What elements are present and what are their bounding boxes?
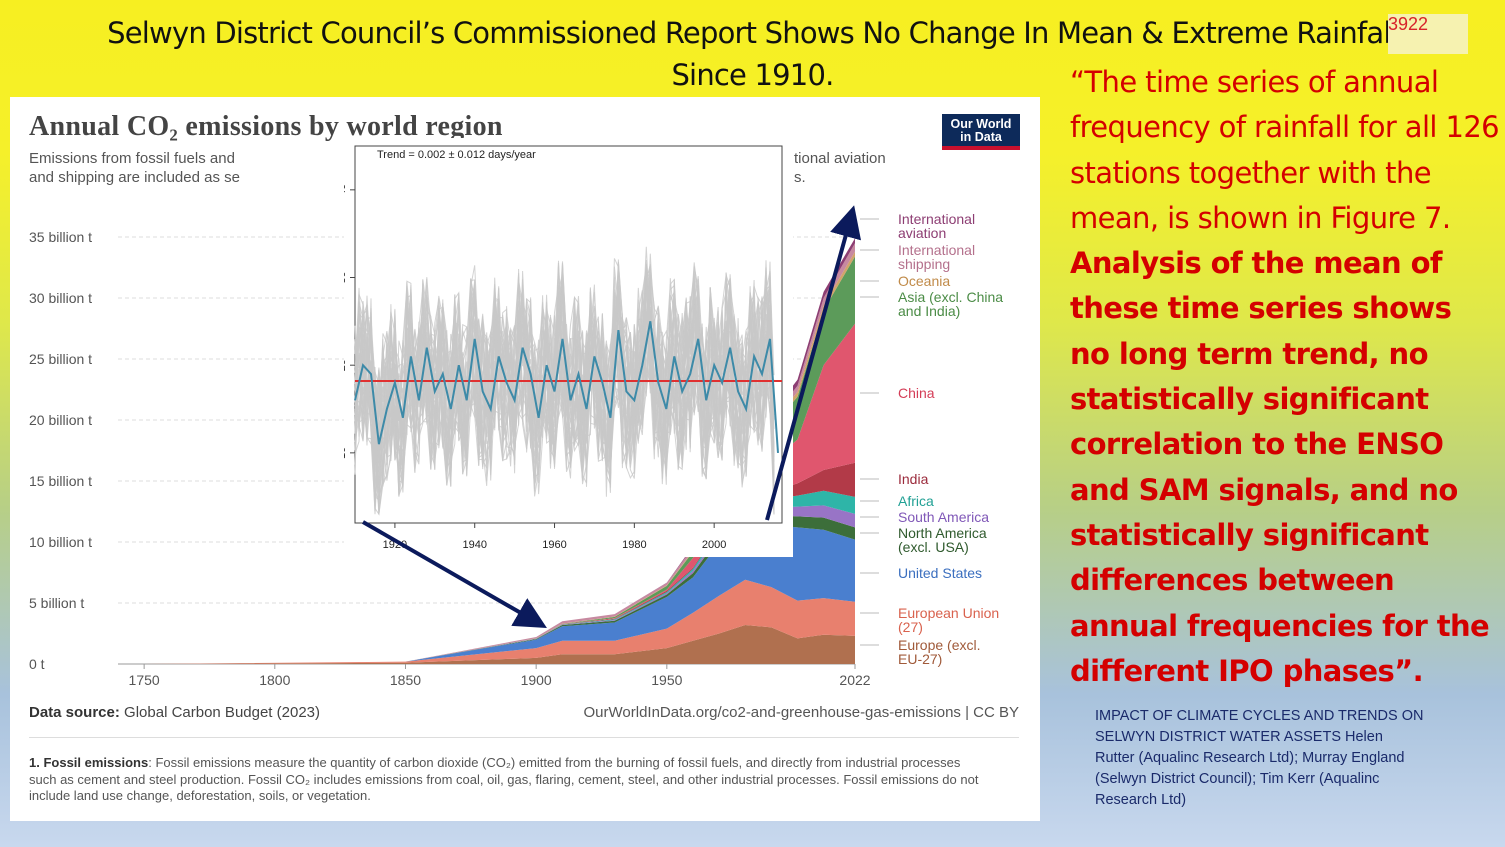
legend-label: Africa <box>898 493 934 509</box>
legend-label-line: India <box>898 471 929 487</box>
station-series-line <box>354 262 775 515</box>
legend-label-line: European Union <box>898 605 999 621</box>
legend-label: North America (excl. USA) <box>898 525 987 555</box>
y-tick-label: 10 billion t <box>29 534 92 550</box>
x-tick-label: 1750 <box>129 672 160 688</box>
divider <box>29 737 1019 738</box>
trend-annotation: Trend = 0.002 ± 0.012 days/year <box>377 149 536 161</box>
legend-label: China <box>898 385 935 401</box>
owid-subtitle-right: tional aviation s. <box>794 149 886 187</box>
legend-label-line: (excl. USA) <box>898 539 969 555</box>
legend-label: European Union (27) <box>898 605 999 635</box>
y-tick-label: 25 billion t <box>29 351 92 367</box>
slide-title-line2: Since 1910. <box>671 58 834 92</box>
x-tick-label: 1800 <box>259 672 290 688</box>
x-tick-label: 1900 <box>521 672 552 688</box>
legend-label-line: aviation <box>898 225 946 241</box>
legend-label: International shipping <box>898 242 975 272</box>
data-source: Data source: Global Carbon Budget (2023) <box>29 704 320 721</box>
x-tick-label: 1980 <box>622 539 646 551</box>
x-tick-label: 1950 <box>651 672 682 688</box>
area-series <box>144 323 856 664</box>
owid-subtitle-right-1: tional aviation <box>794 150 886 167</box>
x-tick-label: 1940 <box>462 539 486 551</box>
legend-label-line: United States <box>898 565 982 581</box>
legend-label-line: and India) <box>898 303 960 319</box>
legend-label-line: EU-27) <box>898 651 942 667</box>
quote-plain: “The time series of annual frequency of … <box>1070 65 1500 235</box>
y-tick-label: 5 billion t <box>29 595 84 611</box>
area-series <box>144 579 856 664</box>
legend-label-line: Europe (excl. <box>898 637 980 653</box>
y-tick-label: 30 billion t <box>29 290 92 306</box>
footnote: 1. Fossil emissions: Fossil emissions me… <box>29 755 989 805</box>
owid-chart-subtitle: Emissions from fossil fuels and and ship… <box>29 149 909 187</box>
legend-label-line: Asia (excl. China <box>898 289 1003 305</box>
owid-subtitle-left: Emissions from fossil fuels and and ship… <box>29 150 240 186</box>
x-tick-label: 1850 <box>390 672 421 688</box>
data-source-label: Data source: <box>29 704 120 721</box>
owid-chart-card: Annual CO₂ emissions by world region Emi… <box>10 97 1040 821</box>
legend-label-line: International <box>898 242 975 258</box>
owid-subtitle-right-2: s. <box>794 169 806 186</box>
rainfall-inset-chart: 10 20 30 40 1920 1940 1960 1980 2000 Trend = 0.00… <box>344 138 793 557</box>
y-tick-label: 30 <box>344 271 348 283</box>
owid-logo-line1: Our World <box>950 117 1012 131</box>
owid-logo-line2: in Data <box>960 130 1002 144</box>
legend-label-line: China <box>898 385 935 401</box>
legend-label-line: Africa <box>898 493 934 509</box>
quote-bold: Analysis of the mean of these time serie… <box>1070 246 1490 688</box>
legend-label-line: South America <box>898 509 989 525</box>
report-quote: “The time series of annual frequency of … <box>1070 60 1500 694</box>
x-tick-label: 1920 <box>383 539 407 551</box>
y-tick-label: 35 billion t <box>29 229 92 245</box>
footnote-label: 1. Fossil emissions <box>29 755 149 770</box>
y-tick-label: 0 t <box>29 656 45 672</box>
y-tick-label: 20 billion t <box>29 412 92 428</box>
mean-line <box>354 321 779 453</box>
y-tick-label: 20 <box>344 359 348 371</box>
y-tick-label: 15 billion t <box>29 473 92 489</box>
legend-label: Asia (excl. China and India) <box>898 289 1003 319</box>
legend-label: United States <box>898 565 982 581</box>
x-tick-label: 2022 <box>839 672 870 688</box>
owid-chart-title: Annual CO₂ emissions by world region <box>29 111 503 142</box>
owid-url-link[interactable]: OurWorldInData.org/co2-and-greenhouse-ga… <box>583 704 1019 721</box>
station-series-line <box>354 270 775 497</box>
x-tick-label: 2000 <box>702 539 726 551</box>
legend-label-line: (27) <box>898 619 923 635</box>
legend-label: Europe (excl. EU-27) <box>898 637 980 667</box>
legend-label: South America <box>898 509 989 525</box>
y-tick-label: 40 <box>344 184 348 196</box>
slide-title: Selwyn District Council’s Commissioned R… <box>0 12 1505 96</box>
legend-label: International aviation <box>898 211 975 241</box>
legend-label: Oceania <box>898 273 950 289</box>
rainfall-line-chart: 10 20 30 40 1920 1940 1960 1980 2000 Trend = 0.00… <box>344 145 783 551</box>
x-tick-label: 1960 <box>542 539 566 551</box>
report-citation: IMPACT OF CLIMATE CYCLES AND TRENDS ON S… <box>1095 708 1424 808</box>
footnote-text: : Fossil emissions measure the quantity … <box>29 755 979 803</box>
slide-title-line1: Selwyn District Council’s Commissioned R… <box>107 16 1399 50</box>
area-series <box>144 625 856 664</box>
legend-label-line: shipping <box>898 256 950 272</box>
legend-label-line: North America <box>898 525 987 541</box>
slide-number: 3922 <box>1388 14 1468 54</box>
y-tick-label: 10 <box>344 447 348 459</box>
legend-label-line: International <box>898 211 975 227</box>
legend-label-line: Oceania <box>898 273 950 289</box>
owid-logo: Our World in Data <box>942 114 1020 150</box>
legend-label: India <box>898 471 929 487</box>
data-source-text: Global Carbon Budget (2023) <box>119 704 321 721</box>
